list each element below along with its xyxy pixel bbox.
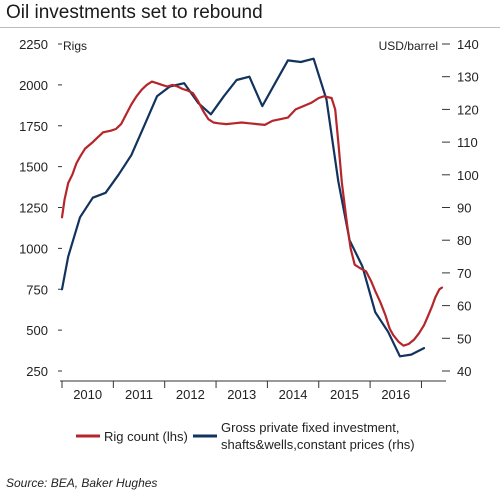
right-tick-label: 40 xyxy=(457,364,471,379)
right-tick-label: 50 xyxy=(457,331,471,346)
title-divider xyxy=(0,27,500,28)
right-tick-label: 70 xyxy=(457,266,471,281)
x-tick-label: 2013 xyxy=(227,387,256,402)
right-tick-label: 80 xyxy=(457,233,471,248)
right-tick-label: 130 xyxy=(457,70,479,85)
legend: Rig count (lhs) Gross private fixed inves… xyxy=(76,420,415,452)
rig-count-line xyxy=(60,80,444,347)
legend-label-investment-line2: shafts&wells,constant prices (rhs) xyxy=(221,437,415,452)
left-tick-label: 2000 xyxy=(19,78,48,93)
chart: 250 500 750 1000 1250 1500 1750 2000 2250 Rigs 40… xyxy=(19,37,479,452)
right-tick-label: 60 xyxy=(457,299,471,314)
legend-label-investment-line1: Gross private fixed investment, xyxy=(221,420,399,435)
x-tick-label: 2010 xyxy=(73,387,102,402)
left-tick-label: 750 xyxy=(26,282,48,297)
left-tick-label: 500 xyxy=(26,323,48,338)
chart-title: Oil investments set to rebound xyxy=(6,2,263,23)
x-tick-label: 2012 xyxy=(176,387,205,402)
investment-line xyxy=(60,57,426,358)
right-axis-label: USD/barrel xyxy=(379,39,438,53)
source-note: Source: BEA, Baker Hughes xyxy=(6,476,158,490)
x-tick-label: 2011 xyxy=(125,387,153,402)
left-tick-label: 1500 xyxy=(19,160,48,175)
left-tick-label: 1000 xyxy=(19,241,48,256)
x-tick-label: 2014 xyxy=(279,387,308,402)
legend-label-rig-count: Rig count (lhs) xyxy=(104,429,188,444)
right-tick-label: 90 xyxy=(457,201,471,216)
series-layer xyxy=(60,57,444,358)
x-axis: 2010 2011 2012 2013 2014 2015 2016 xyxy=(60,380,446,402)
right-tick-label: 110 xyxy=(457,135,478,150)
left-axis-label: Rigs xyxy=(63,39,87,53)
left-tick-label: 1250 xyxy=(19,201,48,216)
left-tick-label: 250 xyxy=(26,364,48,379)
right-tick-label: 100 xyxy=(457,168,479,183)
right-tick-label: 140 xyxy=(457,37,479,52)
x-tick-label: 2016 xyxy=(381,387,410,402)
left-tick-label: 2250 xyxy=(19,37,48,52)
right-tick-label: 120 xyxy=(457,102,479,117)
x-tick-label: 2015 xyxy=(330,387,359,402)
left-axis: 250 500 750 1000 1250 1500 1750 2000 2250 Rigs xyxy=(19,37,87,379)
right-axis: 40 50 60 70 80 90 100 110 120 130 140 USD/barrel xyxy=(379,37,479,379)
left-tick-label: 1750 xyxy=(19,119,48,134)
